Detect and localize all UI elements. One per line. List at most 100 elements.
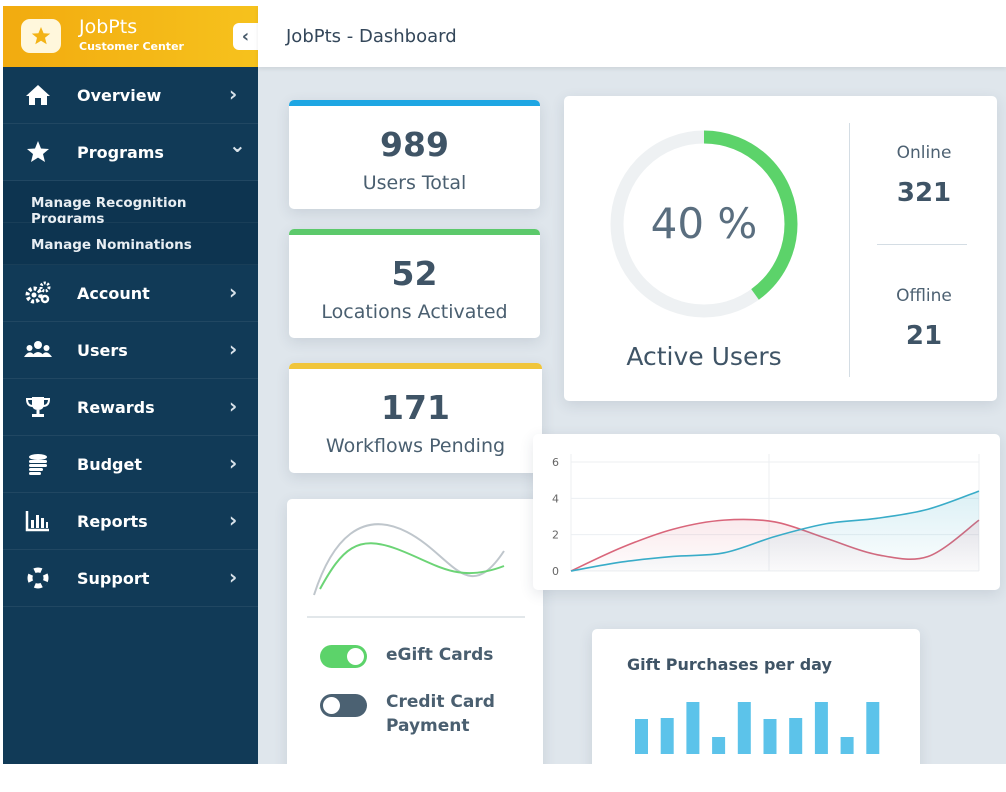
- offline-label: Offline: [896, 286, 952, 306]
- bar-7: [789, 718, 803, 754]
- payment-trend-sparkline: [307, 523, 525, 618]
- sparkline-green: [319, 542, 505, 590]
- stat-stripe: [289, 363, 542, 369]
- sidebar-item-label: Users: [77, 341, 128, 360]
- bar-4: [712, 737, 726, 754]
- egift-cards-label: eGift Cards: [386, 645, 494, 665]
- collapse-sidebar-button[interactable]: ‹: [233, 23, 258, 50]
- stat-card-users-total: 989 Users Total: [289, 100, 540, 209]
- sidebar-item-programs[interactable]: Programs ⌄: [3, 124, 258, 181]
- logo: [21, 19, 61, 53]
- sidebar-item-reports[interactable]: Reports ›: [3, 493, 258, 550]
- stat-stripe: [289, 100, 540, 106]
- sidebar-item-label: Budget: [77, 455, 142, 474]
- brand-title: JobPts: [79, 16, 138, 38]
- bar-2: [660, 718, 674, 754]
- sidebar-item-support[interactable]: Support ›: [3, 550, 258, 607]
- chevron-right-icon: ›: [229, 280, 238, 304]
- sidebar-subitem-manage-nominations[interactable]: Manage Nominations: [3, 223, 258, 265]
- coins-icon: [29, 454, 47, 475]
- top-bar: JobPts - Dashboard: [258, 6, 1006, 67]
- credit-card-label-line2: Payment: [386, 716, 470, 736]
- chevron-right-icon: ›: [229, 451, 238, 475]
- sidebar-item-rewards[interactable]: Rewards ›: [3, 379, 258, 436]
- bar-8: [814, 702, 828, 754]
- gift-purchases-bar-chart: [635, 702, 880, 754]
- line-chart-card: 0 2 4 6: [533, 434, 1000, 590]
- sparkline-gray: [313, 523, 505, 596]
- bar-10: [866, 702, 880, 754]
- sidebar-item-users[interactable]: Users ›: [3, 322, 258, 379]
- y-axis-ticks: 0 2 4 6: [552, 456, 559, 578]
- gift-purchases-card: Gift Purchases per day: [592, 629, 920, 764]
- stat-caption: Users Total: [362, 172, 467, 194]
- bar-9: [840, 737, 854, 754]
- vertical-divider: [849, 123, 850, 377]
- payment-methods-card: eGift Cards Credit Card Payment: [287, 499, 543, 764]
- toggle-knob: [323, 697, 340, 714]
- y-tick-6: 6: [552, 456, 559, 469]
- online-label: Online: [896, 143, 952, 163]
- sidebar-item-label: Programs: [77, 143, 164, 162]
- sidebar-item-label: Overview: [77, 86, 162, 105]
- chevron-right-icon: ›: [229, 565, 238, 589]
- app-window: JobPts Customer Center ‹ Overview › Prog…: [3, 6, 1006, 764]
- stat-value: 989: [380, 125, 449, 164]
- chart-series: [570, 490, 980, 572]
- sidebar: JobPts Customer Center ‹ Overview › Prog…: [3, 6, 258, 764]
- stat-stripe: [289, 229, 540, 235]
- active-users-card: 40 % Active Users Online 321 Offline 21: [564, 96, 997, 401]
- y-tick-2: 2: [552, 529, 559, 542]
- chevron-right-icon: ›: [229, 508, 238, 532]
- y-tick-4: 4: [552, 492, 559, 505]
- stat-caption: Locations Activated: [321, 301, 508, 323]
- chevron-right-icon: ›: [229, 394, 238, 418]
- gift-purchases-title: Gift Purchases per day: [627, 655, 832, 674]
- page-title: JobPts - Dashboard: [286, 26, 457, 47]
- brand-subtitle: Customer Center: [79, 40, 184, 53]
- credit-card-payment-toggle[interactable]: [320, 694, 367, 717]
- donut-progress-arc: [610, 130, 798, 318]
- stat-card-locations-activated: 52 Locations Activated: [289, 229, 540, 338]
- sidebar-item-overview[interactable]: Overview ›: [3, 67, 258, 124]
- chevron-right-icon: ›: [229, 337, 238, 361]
- credit-card-label-line1: Credit Card: [386, 692, 495, 712]
- stat-value: 171: [381, 388, 450, 427]
- bar-chart-icon: [25, 511, 49, 532]
- sidebar-subitem-label: Manage Nominations: [31, 237, 192, 253]
- star-logo-icon: [31, 27, 51, 45]
- sidebar-item-label: Rewards: [77, 398, 155, 417]
- active-users-percent: 40 %: [650, 199, 758, 248]
- bar-1: [635, 719, 648, 754]
- sidebar-item-budget[interactable]: Budget ›: [3, 436, 258, 493]
- life-ring-icon: [27, 567, 49, 589]
- chevron-down-icon: ⌄: [229, 133, 246, 157]
- trophy-icon: [25, 397, 51, 417]
- bar-3: [686, 702, 700, 754]
- sidebar-item-label: Reports: [77, 512, 148, 531]
- series-line-blue: [570, 490, 980, 572]
- bar-5: [737, 702, 751, 754]
- sidebar-subitem-manage-recognition-programs[interactable]: Manage Recognition Programs: [3, 181, 258, 227]
- online-value: 321: [896, 178, 952, 208]
- home-icon: [26, 85, 50, 105]
- y-tick-0: 0: [552, 565, 559, 578]
- series-area-blue: [571, 491, 979, 571]
- offline-value: 21: [905, 321, 943, 351]
- stat-caption: Workflows Pending: [325, 435, 506, 457]
- chevron-right-icon: ›: [229, 82, 238, 106]
- users-icon: [24, 341, 52, 357]
- bar-6: [763, 719, 777, 754]
- toggle-knob: [347, 648, 364, 665]
- horizontal-divider: [877, 244, 967, 245]
- egift-cards-toggle[interactable]: [320, 645, 367, 668]
- line-chart: 0 2 4 6: [552, 454, 980, 578]
- stat-value: 52: [391, 254, 438, 293]
- stat-card-workflows-pending: 171 Workflows Pending: [289, 363, 542, 473]
- active-users-donut: [610, 130, 798, 318]
- star-icon: [27, 141, 49, 162]
- brand-header: JobPts Customer Center ‹: [3, 6, 258, 67]
- gears-icon: [25, 281, 51, 304]
- sidebar-item-account[interactable]: Account ›: [3, 265, 258, 322]
- sidebar-item-label: Account: [77, 284, 150, 303]
